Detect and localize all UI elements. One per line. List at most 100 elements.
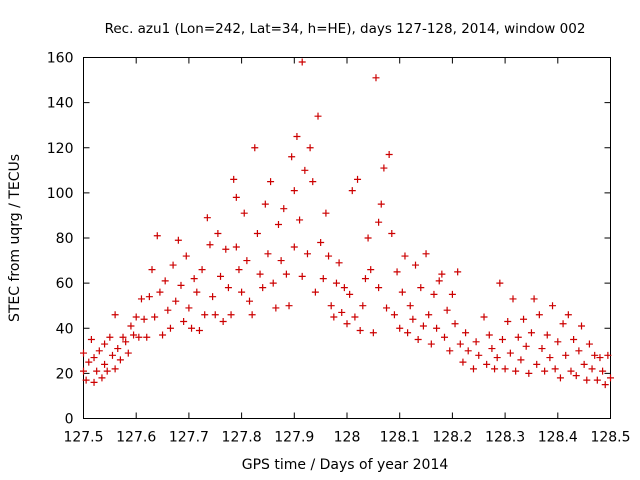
data-point xyxy=(409,315,417,323)
x-tick-label: 127.5 xyxy=(63,430,103,446)
data-point xyxy=(554,338,562,346)
data-point xyxy=(551,365,559,373)
data-point xyxy=(580,360,588,368)
data-point xyxy=(375,218,383,226)
data-point xyxy=(137,295,145,303)
data-point xyxy=(435,277,443,285)
data-point xyxy=(443,306,451,314)
data-point xyxy=(174,236,182,244)
data-point xyxy=(253,229,261,237)
data-point xyxy=(475,351,483,359)
data-point xyxy=(383,304,391,312)
data-point xyxy=(417,284,425,292)
data-point xyxy=(348,187,356,195)
data-point xyxy=(588,365,596,373)
data-point xyxy=(298,272,306,280)
data-point xyxy=(430,290,438,298)
data-point xyxy=(604,351,612,359)
data-point xyxy=(525,369,533,377)
data-point xyxy=(380,164,388,172)
data-point xyxy=(485,331,493,339)
data-point xyxy=(198,266,206,274)
data-point xyxy=(601,381,609,389)
data-point xyxy=(446,347,454,355)
x-tick-label: 128.4 xyxy=(538,430,578,446)
data-point xyxy=(375,284,383,292)
data-point xyxy=(599,367,607,375)
data-point xyxy=(404,329,412,337)
data-point xyxy=(530,295,538,303)
data-point xyxy=(343,320,351,328)
data-point xyxy=(151,313,159,321)
data-point xyxy=(398,288,406,296)
data-point xyxy=(369,329,377,337)
data-point xyxy=(575,347,583,355)
data-point xyxy=(578,322,586,330)
x-tick-label: 127.6 xyxy=(116,430,156,446)
plot-area xyxy=(83,57,611,419)
data-point xyxy=(232,243,240,251)
data-point xyxy=(211,311,219,319)
data-point xyxy=(182,252,190,260)
data-point xyxy=(161,277,169,285)
data-point xyxy=(285,302,293,310)
x-axis-label: GPS time / Days of year 2014 xyxy=(242,457,449,473)
data-point xyxy=(103,367,111,375)
data-point xyxy=(338,308,346,316)
data-point xyxy=(169,261,177,269)
data-point xyxy=(498,336,506,344)
data-point xyxy=(230,175,238,183)
data-point xyxy=(361,275,369,283)
data-point xyxy=(462,329,470,337)
data-point xyxy=(188,324,196,332)
data-point xyxy=(570,336,578,344)
data-point xyxy=(101,360,109,368)
data-point xyxy=(491,365,499,373)
data-point xyxy=(122,338,130,346)
data-point xyxy=(140,315,148,323)
data-point xyxy=(448,290,456,298)
axis-ticks xyxy=(83,57,611,419)
data-point xyxy=(80,367,87,375)
data-point xyxy=(143,333,151,341)
data-point xyxy=(425,311,433,319)
data-point xyxy=(327,302,335,310)
y-tick-labels: 0 20 40 60 80 100 120 140 160 xyxy=(47,51,74,428)
data-point xyxy=(520,315,528,323)
data-point xyxy=(153,232,161,240)
data-point xyxy=(396,324,404,332)
y-tick-label: 0 xyxy=(65,412,74,428)
data-point xyxy=(456,340,464,348)
data-point xyxy=(527,329,535,337)
x-tick-label: 127.7 xyxy=(169,430,209,446)
data-point xyxy=(388,229,396,237)
data-point xyxy=(290,243,298,251)
data-point xyxy=(406,302,414,310)
data-point xyxy=(488,345,496,353)
data-point xyxy=(440,333,448,341)
data-point xyxy=(549,302,557,310)
data-point xyxy=(85,358,93,366)
data-point xyxy=(317,239,325,247)
data-point xyxy=(480,313,488,321)
data-point xyxy=(464,347,472,355)
data-point xyxy=(135,333,143,341)
x-tick-label: 127.9 xyxy=(274,430,314,446)
data-point xyxy=(335,259,343,267)
data-point xyxy=(185,304,193,312)
data-point xyxy=(364,234,372,242)
data-points xyxy=(80,58,614,389)
x-tick-label: 128.5 xyxy=(590,430,630,446)
data-point xyxy=(166,324,174,332)
y-tick-label: 60 xyxy=(56,276,74,292)
data-point xyxy=(501,365,509,373)
data-point xyxy=(512,367,520,375)
data-point xyxy=(459,358,467,366)
data-point xyxy=(506,349,514,357)
data-point xyxy=(493,354,501,362)
data-point xyxy=(309,178,317,186)
data-point xyxy=(224,284,232,292)
data-point xyxy=(583,376,591,384)
data-point xyxy=(298,58,306,66)
data-point xyxy=(256,270,264,278)
